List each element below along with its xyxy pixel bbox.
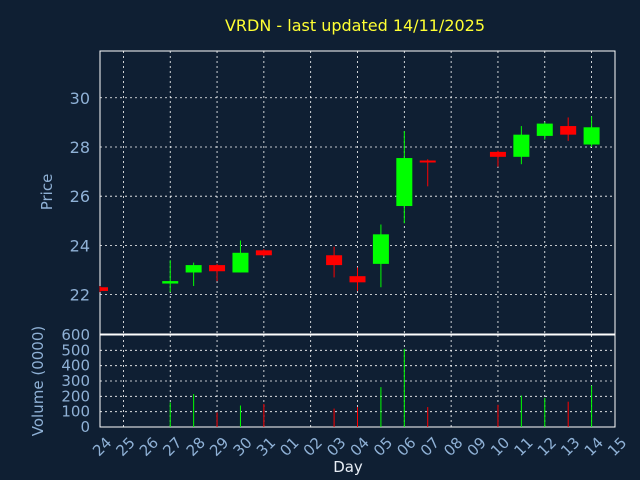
x-tick-label: 02 xyxy=(300,434,326,460)
candle-body xyxy=(489,151,506,157)
candle-04 xyxy=(349,267,366,291)
candle-28 xyxy=(185,262,202,287)
x-tick-label: 01 xyxy=(276,434,302,460)
candle-11 xyxy=(513,126,530,165)
volume-tick-label: 100 xyxy=(61,403,90,421)
volume-panel xyxy=(99,334,616,428)
candle-13 xyxy=(560,117,577,141)
candle-24 xyxy=(99,286,108,293)
x-tick-label: 09 xyxy=(464,434,490,460)
volume-tick-label: 500 xyxy=(61,341,90,359)
x-tick-label: 26 xyxy=(136,434,162,460)
candle-body xyxy=(349,276,366,283)
chart-title: VRDN - last updated 14/11/2025 xyxy=(225,16,485,35)
candle-06 xyxy=(396,130,413,224)
candle-body xyxy=(100,287,108,291)
x-tick-label: 25 xyxy=(112,434,138,460)
x-tick-label: 07 xyxy=(417,434,443,460)
x-tick-label: 30 xyxy=(230,434,256,460)
x-tick-label: 14 xyxy=(581,434,607,460)
x-tick-label: 10 xyxy=(487,434,513,460)
candle-31 xyxy=(255,249,272,257)
volume-tick-label: 200 xyxy=(61,387,90,405)
volume-tick-label: 400 xyxy=(61,357,90,375)
candle-12 xyxy=(536,122,553,140)
candle-27 xyxy=(162,260,179,293)
candle-body xyxy=(372,234,389,264)
candle-body xyxy=(536,123,553,136)
price-axis-label: Price xyxy=(38,174,56,211)
x-tick-label: 11 xyxy=(510,434,536,460)
candle-07 xyxy=(419,159,436,187)
candle-body xyxy=(326,255,343,266)
x-tick-label: 04 xyxy=(347,434,373,460)
candle-body xyxy=(396,158,413,207)
candle-body xyxy=(583,127,600,145)
candle-body xyxy=(209,265,226,272)
x-tick-label: 27 xyxy=(159,434,185,460)
volume-axis-label: Volume (0000) xyxy=(29,326,47,436)
candle-body xyxy=(560,126,577,135)
x-tick-label: 28 xyxy=(183,434,209,460)
candle-body xyxy=(419,160,436,163)
x-tick-label: 03 xyxy=(323,434,349,460)
price-tick-label: 30 xyxy=(70,89,90,108)
volume-tick-label: 300 xyxy=(61,372,90,390)
candle-05 xyxy=(372,224,389,288)
volume-tick-label: 600 xyxy=(61,326,90,344)
candle-body xyxy=(513,134,530,157)
x-tick-label: 05 xyxy=(370,434,396,460)
x-tick-label: 06 xyxy=(393,434,419,460)
price-tick-label: 28 xyxy=(70,138,90,157)
candle-30 xyxy=(232,240,249,273)
candle-body xyxy=(162,281,179,284)
price-tick-label: 22 xyxy=(70,286,90,305)
candle-03 xyxy=(326,246,343,278)
x-tick-label: 29 xyxy=(206,434,232,460)
x-tick-label: 08 xyxy=(440,434,466,460)
x-tick-label: 15 xyxy=(604,434,630,460)
candle-body xyxy=(255,250,272,256)
x-tick-label: 24 xyxy=(89,434,115,460)
candle-14 xyxy=(583,116,600,147)
x-tick-label: 13 xyxy=(557,434,583,460)
price-tick-label: 26 xyxy=(70,187,90,206)
price-tick-label: 24 xyxy=(70,236,90,255)
x-tick-label: 12 xyxy=(534,434,560,460)
price-panel xyxy=(99,50,616,335)
candle-29 xyxy=(209,263,226,282)
x-axis-label: Day xyxy=(333,458,363,476)
x-tick-label: 31 xyxy=(253,434,279,460)
candle-10 xyxy=(489,150,506,167)
candle-body xyxy=(232,252,249,273)
candle-body xyxy=(185,265,202,273)
volume-tick-label: 0 xyxy=(80,418,90,436)
